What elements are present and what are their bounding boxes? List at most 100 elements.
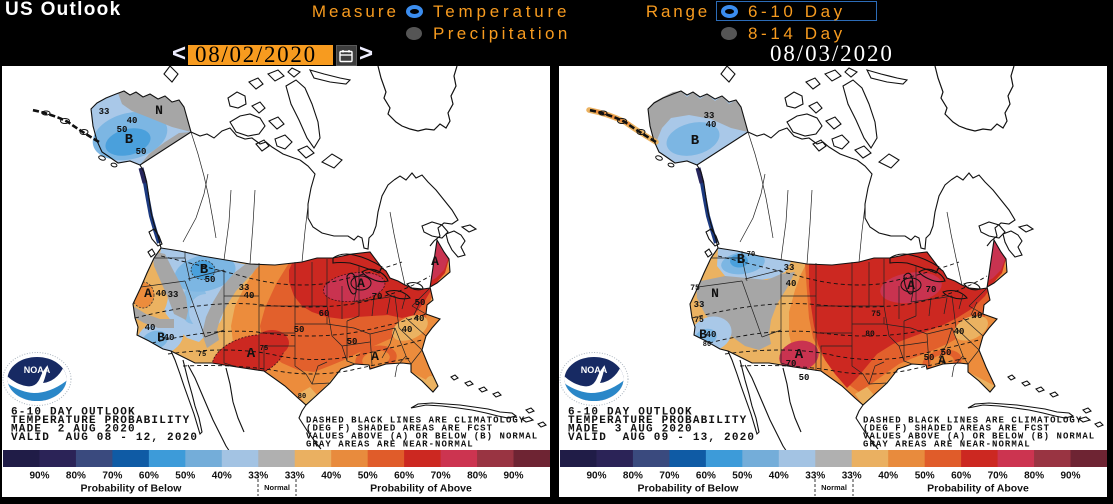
svg-text:40: 40 [786,279,797,289]
svg-text:Normal: Normal [821,483,847,492]
svg-text:70%: 70% [102,471,122,482]
svg-text:Probability of Below: Probability of Below [638,483,740,495]
svg-text:80: 80 [298,393,306,401]
svg-text:50%: 50% [732,471,752,482]
svg-text:A: A [938,353,946,368]
svg-text:60%: 60% [139,471,159,482]
svg-text:33: 33 [694,300,705,310]
svg-text:40%: 40% [321,471,341,482]
svg-text:NOAA: NOAA [24,365,51,375]
svg-text:50: 50 [205,275,216,285]
svg-text:33%: 33% [285,471,305,482]
svg-text:A: A [795,347,804,363]
svg-text:70: 70 [372,292,383,302]
svg-text:60: 60 [319,309,330,319]
svg-text:A: A [144,286,152,301]
svg-text:60%: 60% [696,471,716,482]
svg-text:VALID AUG 08 - 12, 2020: VALID AUG 08 - 12, 2020 [11,432,198,444]
svg-text:70: 70 [786,359,797,369]
svg-text:A: A [371,349,379,364]
svg-text:50: 50 [415,298,426,308]
svg-text:33: 33 [168,290,179,300]
svg-text:33: 33 [784,263,795,273]
svg-text:80: 80 [865,330,875,339]
svg-text:VALID AUG 09 - 13, 2020: VALID AUG 09 - 13, 2020 [568,432,755,444]
svg-text:50: 50 [117,125,128,135]
svg-text:40%: 40% [212,471,232,482]
svg-text:80%: 80% [1024,471,1044,482]
svg-text:50: 50 [941,348,952,358]
svg-text:70%: 70% [988,471,1008,482]
svg-text:VALUES ABOVE (A) OR BELOW (B): VALUES ABOVE (A) OR BELOW (B) NORMAL [863,432,1095,442]
svg-text:40%: 40% [769,471,789,482]
svg-text:Probability of Above: Probability of Above [370,483,472,495]
svg-text:50: 50 [294,325,305,335]
svg-text:Normal: Normal [264,483,290,492]
svg-text:40: 40 [164,333,175,343]
svg-text:33%: 33% [805,471,825,482]
svg-text:40: 40 [145,323,156,333]
svg-text:B: B [157,330,165,345]
svg-text:60%: 60% [951,471,971,482]
svg-text:A: A [907,278,915,293]
svg-text:80%: 80% [623,471,643,482]
svg-text:GRAY AREAS ARE NEAR-NORMAL: GRAY AREAS ARE NEAR-NORMAL [306,440,474,450]
svg-text:(DEG F) SHADED AREAS ARE FCST: (DEG F) SHADED AREAS ARE FCST [863,424,1050,434]
svg-text:NOAA: NOAA [581,365,608,375]
svg-text:70%: 70% [431,471,451,482]
svg-text:B: B [691,133,700,149]
svg-text:DASHED BLACK LINES ARE CLIMATO: DASHED BLACK LINES ARE CLIMATOLOGY [863,416,1082,426]
svg-text:70%: 70% [659,471,679,482]
svg-text:33%: 33% [248,471,268,482]
svg-text:50: 50 [347,337,358,347]
svg-text:40: 40 [706,330,717,340]
svg-text:VALUES ABOVE (A) OR BELOW (B): VALUES ABOVE (A) OR BELOW (B) NORMAL [306,432,538,442]
svg-text:N: N [155,103,163,118]
svg-text:80%: 80% [467,471,487,482]
svg-text:MADE 3 AUG 2020: MADE 3 AUG 2020 [568,424,693,436]
svg-text:MADE 2 AUG 2020: MADE 2 AUG 2020 [11,424,136,436]
svg-text:TEMPERATURE PROBABILITY: TEMPERATURE PROBABILITY [11,415,190,427]
svg-text:A: A [431,254,439,269]
svg-text:75: 75 [260,345,268,353]
svg-text:60%: 60% [394,471,414,482]
svg-text:50%: 50% [915,471,935,482]
svg-text:90%: 90% [29,471,49,482]
svg-text:90%: 90% [586,471,606,482]
svg-text:50: 50 [924,353,935,363]
svg-text:A: A [247,346,256,362]
svg-text:50%: 50% [175,471,195,482]
svg-text:A: A [357,276,365,291]
svg-text:50: 50 [136,147,147,157]
svg-text:40: 40 [244,291,255,301]
svg-text:75: 75 [198,351,206,359]
svg-text:Probability of Below: Probability of Below [81,483,183,495]
svg-text:40: 40 [972,311,983,321]
svg-text:70: 70 [926,285,937,295]
svg-text:75: 75 [694,316,704,325]
svg-text:80: 80 [703,341,711,349]
svg-text:B: B [699,327,707,342]
svg-text:80%: 80% [66,471,86,482]
svg-text:N: N [711,286,719,301]
svg-text:40%: 40% [878,471,898,482]
svg-text:40: 40 [414,314,425,324]
svg-text:40: 40 [954,327,965,337]
svg-text:40: 40 [127,116,138,126]
svg-text:(DEG F) SHADED AREAS ARE FCST: (DEG F) SHADED AREAS ARE FCST [306,424,493,434]
svg-text:B: B [737,252,746,268]
svg-text:50: 50 [799,373,810,383]
svg-text:TEMPERATURE PROBABILITY: TEMPERATURE PROBABILITY [568,415,747,427]
svg-text:40: 40 [402,325,413,335]
svg-text:40: 40 [706,120,717,130]
svg-text:90%: 90% [1060,471,1080,482]
svg-text:6-10 DAY OUTLOOK: 6-10 DAY OUTLOOK [568,407,693,419]
svg-text:33: 33 [99,107,110,117]
svg-text:75: 75 [871,310,881,319]
svg-text:33: 33 [239,283,250,293]
svg-text:6-10 DAY OUTLOOK: 6-10 DAY OUTLOOK [11,407,136,419]
svg-text:B: B [200,262,209,278]
svg-text:B: B [125,132,134,148]
svg-text:33%: 33% [842,471,862,482]
svg-text:DASHED BLACK LINES ARE CLIMATO: DASHED BLACK LINES ARE CLIMATOLOGY [306,416,525,426]
